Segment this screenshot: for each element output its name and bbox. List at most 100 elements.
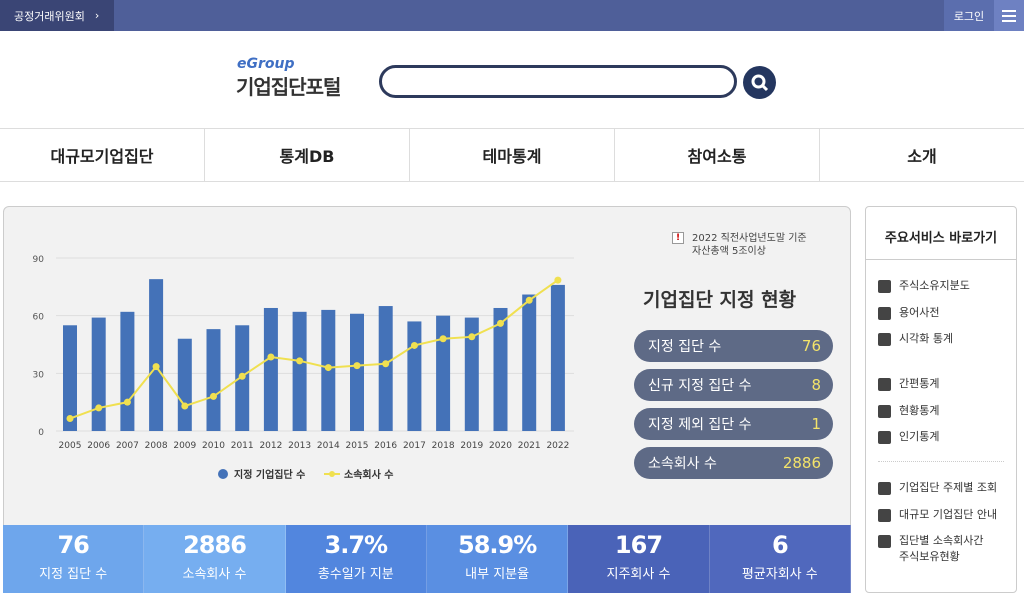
search-input[interactable] [379,65,737,98]
line-point [468,333,476,341]
quick-link[interactable]: 간편통계 [878,376,939,392]
summary-cell[interactable]: 76 지정 집단 수 [3,525,145,593]
nav-item-theme-stats[interactable]: 테마통계 [410,129,615,181]
summary-label: 소속회사 수 [182,567,247,582]
book-icon [878,307,891,320]
quick-link-label: 대규모 기업집단 안내 [899,508,998,521]
quick-link-label2: 주식보유현황 [899,550,960,563]
stat-excluded-groups[interactable]: 지정 제외 집단 수 1 [634,408,833,440]
summary-label: 지정 집단 수 [39,567,108,582]
line-point [95,404,103,412]
x-tick-label: 2016 [374,441,397,451]
bar [63,325,77,431]
line-point [296,357,304,365]
summary-cell[interactable]: 6 평균자회사 수 [709,525,851,593]
summary-value: 3.7% [324,531,389,559]
hamburger-menu-icon[interactable] [994,0,1024,31]
x-tick-label: 2022 [546,441,569,451]
y-tick-label: 0 [38,428,44,438]
summary-label: 총수일가 지분 [317,567,394,582]
quick-link[interactable]: 집단별 소속회사간 주식보유현황 [878,533,983,565]
bar [350,313,364,431]
stat-value: 76 [801,337,821,355]
summary-cell[interactable]: 167 지주회사 수 [568,525,710,593]
bar [120,311,135,431]
alert-icon: ! [672,232,684,244]
org-link[interactable]: 공정거래위원회 › [0,0,114,31]
summary-cell[interactable]: 58.9% 내부 지분율 [426,525,569,593]
bar [263,307,278,431]
sidebar-title: 주요서비스 바로가기 [884,231,998,246]
stat-new-groups[interactable]: 신규 지정 집단 수 8 [634,369,833,401]
line-point [525,296,533,304]
x-tick-label: 2012 [259,441,282,451]
x-tick-label: 2005 [59,441,82,451]
y-tick-label: 30 [33,370,45,380]
bar [292,311,307,431]
series-line [69,279,559,420]
quick-link[interactable]: 현황통계 [878,403,939,419]
bar-chart-icon [878,378,891,391]
x-tick-label: 2017 [403,441,426,451]
line-point [324,364,332,372]
legend-line-label: 소속회사 수 [344,468,393,481]
quick-link[interactable]: 인기통계 [878,429,939,445]
image-icon [878,333,891,346]
summary-value: 6 [771,531,789,559]
search-button[interactable] [743,66,776,99]
map-icon [878,280,891,293]
notice-line1: 2022 직전사업년도말 기준 [692,233,807,244]
line-point [353,362,361,370]
stat-value: 8 [811,376,821,394]
quick-link-label: 시각화 통계 [899,332,954,345]
line-point [382,360,390,368]
x-tick-label: 2008 [145,441,168,451]
quick-link-label: 현황통계 [899,404,940,417]
summary-value: 58.9% [458,531,537,559]
stat-label: 소속회사 수 [648,456,717,472]
nav-item-participation[interactable]: 참여소통 [615,129,820,181]
stat-value: 1 [811,415,821,433]
notice-line2: 자산총액 5조이상 [692,246,766,257]
summary-bar: 76 지정 집단 수 2886 소속회사 수 3.7% 총수일가 지분 58.9% 내부 지분… [3,525,851,593]
chevron-right-icon: › [94,9,100,22]
x-tick-label: 2011 [231,441,254,451]
quick-link[interactable]: 기업집단 주제별 조회 [878,480,997,496]
stat-designated-groups[interactable]: 지정 집단 수 76 [634,330,833,362]
x-tick-label: 2006 [87,441,110,451]
nav-item-stats-db[interactable]: 통계DB [205,129,410,181]
quick-link-label: 주식소유지분도 [899,279,970,292]
bar [436,315,451,431]
nav-item-about[interactable]: 소개 [907,147,937,166]
quick-link[interactable]: 용어사전 [878,305,939,321]
quick-link[interactable]: 시각화 통계 [878,331,953,347]
edit-icon [878,535,891,548]
summary-value: 167 [614,531,663,559]
quick-link-label: 간편통계 [899,377,940,390]
stat-affiliates[interactable]: 소속회사 수 2886 [634,447,833,479]
logo-brand[interactable]: eGroup [237,56,295,72]
line-point [210,392,217,400]
legend-bar-marker [218,469,228,479]
groups-chart: 0 30 60 90 2005 2006 2007 2008 2009 2010 2011 2012 2… [33,255,574,481]
login-button[interactable]: 로그인 [944,0,994,31]
summary-cell[interactable]: 3.7% 총수일가 지분 [285,525,427,593]
search-icon [878,482,891,495]
quick-link[interactable]: 대규모 기업집단 안내 [878,507,997,523]
bar [378,306,393,431]
nav-item-large-groups[interactable]: 대규모기업집단 [0,129,205,181]
x-tick-label: 2009 [173,441,196,451]
summary-cell[interactable]: 2886 소속회사 수 [144,525,286,593]
summary-value: 76 [57,531,89,559]
summary-label: 지주회사 수 [606,567,671,582]
line-point [497,319,504,327]
x-tick-label: 2014 [317,441,340,451]
org-label: 공정거래위원회 [14,9,85,23]
quick-link[interactable]: 주식소유지분도 [878,278,970,294]
x-tick-label: 2015 [346,441,369,451]
logo-title[interactable]: 기업집단포털 [236,75,341,99]
bar [493,307,508,431]
y-tick-label: 60 [33,313,45,323]
summary-label: 내부 지분율 [465,567,530,582]
